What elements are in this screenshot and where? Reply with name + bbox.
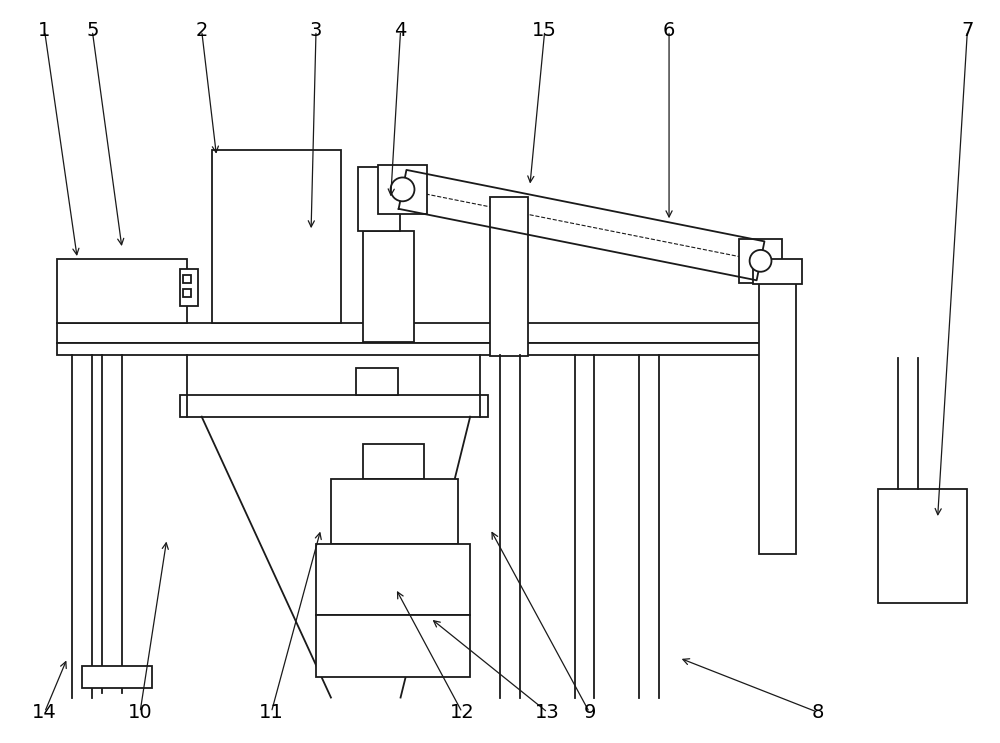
Bar [57, 343, 773, 355]
Text: 12: 12 [450, 703, 475, 722]
Circle shape [750, 250, 771, 272]
Text: 2: 2 [195, 21, 208, 40]
Text: 1: 1 [38, 21, 51, 40]
Bar [356, 368, 398, 395]
Text: 13: 13 [535, 703, 560, 722]
Bar [183, 288, 191, 296]
Text: 4: 4 [394, 21, 407, 40]
Text: 6: 6 [663, 21, 675, 40]
Bar [180, 395, 488, 417]
Text: 8: 8 [812, 703, 824, 722]
Text: 10: 10 [128, 703, 152, 722]
Bar [753, 259, 802, 284]
Text: 15: 15 [532, 21, 557, 40]
Bar [57, 323, 773, 343]
Bar [378, 164, 427, 214]
Bar [57, 259, 187, 323]
Circle shape [391, 178, 414, 201]
Bar [331, 479, 458, 544]
Text: 11: 11 [259, 703, 284, 722]
Text: 9: 9 [583, 703, 596, 722]
Bar [363, 444, 424, 479]
Text: 14: 14 [32, 703, 57, 722]
Bar [363, 231, 414, 343]
Text: 3: 3 [310, 21, 322, 40]
Bar [82, 666, 152, 687]
Bar [180, 269, 198, 307]
Bar [739, 239, 782, 282]
Bar [316, 544, 470, 615]
Polygon shape [399, 170, 764, 280]
Text: 5: 5 [86, 21, 99, 40]
Bar [878, 489, 967, 603]
Bar [212, 149, 341, 323]
Bar [316, 615, 470, 677]
Bar [358, 166, 400, 231]
Text: 7: 7 [961, 21, 974, 40]
Bar [759, 266, 796, 554]
Bar [490, 198, 528, 356]
Bar [183, 275, 191, 282]
